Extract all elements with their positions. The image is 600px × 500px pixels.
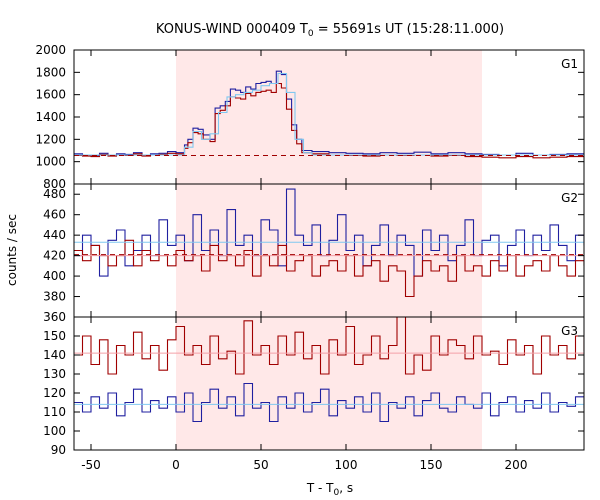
y-tick-label: 420 [43, 249, 66, 263]
y-tick-label: 1200 [35, 132, 66, 146]
y-tick-label: 110 [43, 405, 66, 419]
panel-g1-series [74, 70, 584, 159]
panel-g1-series-2 [74, 72, 584, 156]
y-tick-label: 800 [43, 177, 66, 191]
chart-title: KONUS-WIND 000409 T0 = 55691s UT (15:28:… [156, 22, 504, 39]
x-tick-label: 200 [505, 458, 528, 472]
y-tick-label: 460 [43, 208, 66, 222]
x-tick-label: -50 [81, 458, 101, 472]
panel-label-g2: G2 [561, 191, 578, 205]
panel-g1-series-0 [74, 70, 584, 157]
panel-label-g1: G1 [561, 57, 578, 71]
y-axis-label: counts / sec [5, 214, 19, 286]
x-tick-label: 0 [172, 458, 180, 472]
panel-g3-series-1 [74, 382, 584, 423]
y-tick-label: 140 [43, 348, 66, 362]
x-tick-label: 150 [420, 458, 443, 472]
panels-group: 800100012001400160018002000G136038040042… [35, 43, 585, 472]
panel-g3-series-0 [74, 317, 584, 375]
x-axis-label-subscript: 0 [334, 488, 340, 498]
x-tick-label: 100 [335, 458, 358, 472]
y-tick-label: 360 [43, 310, 66, 324]
y-tick-label: 90 [51, 443, 66, 457]
y-tick-label: 120 [43, 386, 66, 400]
y-tick-label: 440 [43, 228, 66, 242]
y-tick-label: 1800 [35, 65, 66, 79]
y-tick-label: 480 [43, 187, 66, 201]
x-tick-label: 50 [253, 458, 268, 472]
panel-g3-series [74, 317, 584, 423]
y-tick-label: 1600 [35, 88, 66, 102]
y-tick-label: 130 [43, 367, 66, 381]
y-tick-label: 400 [43, 269, 66, 283]
x-axis-label: T - T0, s [306, 481, 353, 498]
y-tick-label: 380 [43, 290, 66, 304]
y-tick-label: 1400 [35, 110, 66, 124]
chart-title-subscript: 0 [308, 29, 314, 39]
panel-g3-frame [73, 316, 585, 451]
y-tick-label: 150 [43, 329, 66, 343]
y-tick-label: 100 [43, 424, 66, 438]
y-tick-label: 1000 [35, 155, 66, 169]
panel-g2-series [74, 188, 584, 298]
y-tick-label: 2000 [35, 43, 66, 57]
panel-label-g3: G3 [561, 324, 578, 338]
